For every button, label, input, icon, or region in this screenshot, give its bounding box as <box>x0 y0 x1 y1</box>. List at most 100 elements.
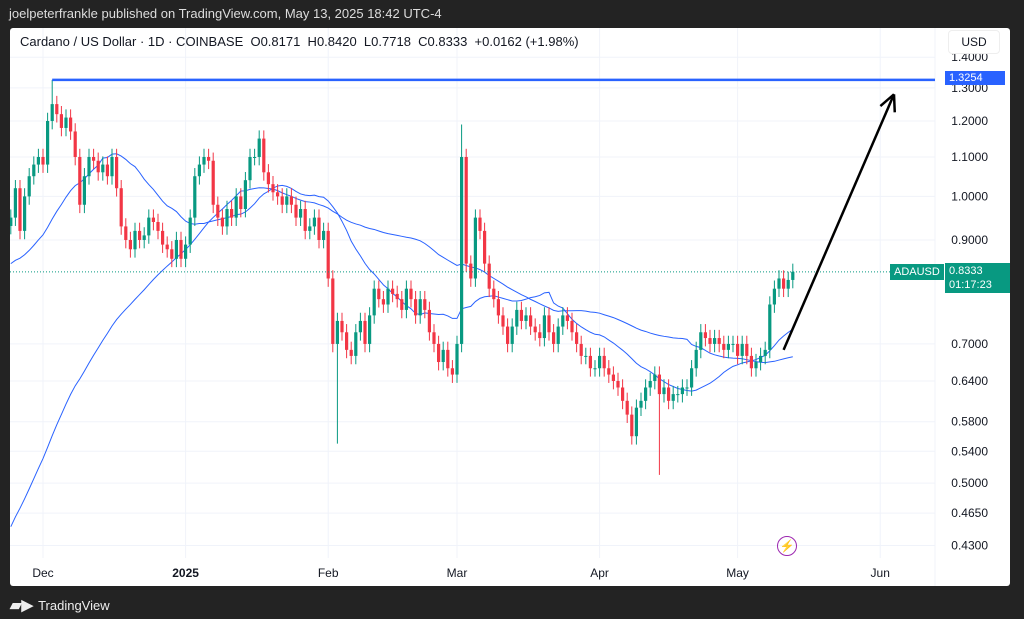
candle <box>27 176 31 197</box>
candle <box>496 299 500 316</box>
candle <box>174 239 178 259</box>
time-tick-label: 2025 <box>172 566 199 580</box>
candle <box>50 104 54 121</box>
candle <box>414 299 418 316</box>
price-tick-label: 1.0000 <box>951 189 988 203</box>
candle <box>239 196 243 209</box>
candle <box>391 288 395 294</box>
candle <box>653 374 657 381</box>
candle <box>777 278 781 289</box>
time-tick-label: Dec <box>32 566 53 580</box>
candle <box>92 156 96 161</box>
candle <box>749 355 753 369</box>
candle <box>257 138 261 157</box>
price-tick-label: 0.5800 <box>951 415 988 429</box>
candle <box>262 138 266 173</box>
candle <box>731 343 735 345</box>
candle <box>588 355 592 369</box>
candle <box>386 288 390 305</box>
candle <box>607 368 611 375</box>
candle <box>299 208 303 218</box>
candle <box>611 374 615 381</box>
candle <box>441 349 445 363</box>
candle <box>234 196 238 218</box>
candle <box>243 180 247 209</box>
candle <box>786 279 790 289</box>
candle <box>515 309 519 327</box>
arrow-head <box>892 94 897 113</box>
candle <box>501 315 505 327</box>
candle <box>395 293 399 300</box>
candle <box>736 343 740 356</box>
chart-panel[interactable]: 1.4000 1.3000 1.2000 1.1000 1.0000 0.9000 0.70… <box>10 28 1010 586</box>
publisher-line: joelpeterfrankle published on TradingVie… <box>9 6 442 21</box>
candle <box>73 131 77 157</box>
candle <box>782 278 786 289</box>
candle <box>216 204 220 218</box>
candle <box>759 355 763 363</box>
lightning-icon[interactable]: ⚡ <box>777 536 797 556</box>
candle <box>745 343 749 356</box>
candle <box>101 164 105 173</box>
price-tick-label: 0.9000 <box>951 233 988 247</box>
candle <box>82 176 86 205</box>
candle <box>556 326 560 344</box>
candle <box>326 230 330 279</box>
candle <box>110 156 114 177</box>
candle <box>230 208 234 218</box>
price-chart[interactable]: 1.40001.30001.20001.10001.00000.90000.70… <box>10 28 1010 586</box>
candle <box>676 394 680 396</box>
candle <box>671 394 675 401</box>
candle <box>354 332 358 356</box>
candle <box>625 400 629 415</box>
last-price: 0.8333 <box>949 265 983 277</box>
candle <box>115 156 119 189</box>
candle <box>59 114 63 128</box>
candle <box>193 176 197 218</box>
candle <box>358 320 362 333</box>
last-price-label: 0.8333 01:17:23 <box>945 263 1010 293</box>
candle <box>473 217 477 279</box>
candle <box>197 164 201 177</box>
candle <box>708 338 712 344</box>
symbol-legend: Cardano / US Dollar · 1D · COINBASE O0.8… <box>20 34 579 49</box>
candle <box>492 288 496 300</box>
candle <box>519 309 523 321</box>
candle <box>450 368 454 375</box>
candle <box>266 172 270 185</box>
candle <box>469 263 473 279</box>
candle <box>404 288 408 310</box>
candle <box>694 349 698 369</box>
candle <box>165 244 169 250</box>
candle <box>46 120 50 165</box>
candle <box>124 226 128 240</box>
candle <box>657 374 661 395</box>
candle <box>538 332 542 339</box>
symbol-label: ADAUSD <box>890 264 944 280</box>
candle <box>685 387 689 389</box>
candle <box>331 278 335 344</box>
candle <box>423 299 427 310</box>
candle <box>634 407 638 437</box>
candle <box>464 156 468 264</box>
candle <box>64 117 68 128</box>
hline-price-label: 1.3254 <box>945 71 1005 85</box>
candle <box>427 309 431 333</box>
candle <box>409 288 413 300</box>
candle <box>565 315 569 321</box>
candle <box>754 362 758 369</box>
candle <box>308 226 312 231</box>
candle <box>533 326 537 333</box>
candle <box>575 332 579 344</box>
currency-button[interactable]: USD <box>948 30 1000 54</box>
price-tick-label: 0.5400 <box>951 444 988 458</box>
candle <box>248 156 252 181</box>
candle <box>713 338 717 344</box>
candle <box>680 387 684 395</box>
candle <box>10 217 13 226</box>
candle <box>506 326 510 344</box>
candle <box>524 315 528 321</box>
time-tick-label: Feb <box>318 566 339 580</box>
time-tick-label: May <box>726 566 749 580</box>
brand-name: TradingView <box>38 597 110 613</box>
